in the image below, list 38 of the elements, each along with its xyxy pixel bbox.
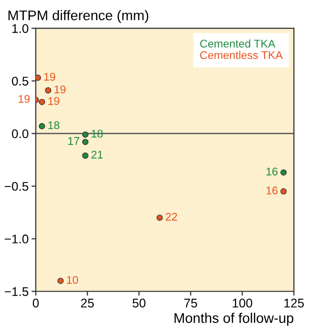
x-tick-label: 0 (32, 298, 39, 308)
y-tick-label: 0.5 (12, 76, 28, 86)
x-tick-label: 25 (81, 298, 94, 308)
x-tick-label: 75 (184, 298, 198, 308)
annotation: 19 (18, 94, 30, 103)
y-tick-label: 1.0 (12, 24, 28, 33)
point (38, 98, 46, 106)
point (45, 87, 52, 94)
point (82, 152, 88, 159)
point (82, 131, 88, 138)
annotation: 18 (48, 121, 60, 130)
annotation: 19 (54, 86, 66, 94)
annotation: 10 (66, 276, 78, 284)
point (82, 138, 88, 146)
x-tick-label: 100 (232, 298, 252, 308)
annotation: 17 (68, 137, 80, 145)
y-tick-label: −0.5 (4, 182, 28, 191)
x-tick-label: 125 (284, 298, 304, 308)
y-tick-label: 0.0 (12, 129, 28, 138)
y-tick-label: −1.5 (4, 287, 28, 296)
point (156, 214, 163, 221)
text: Cemented TKA (200, 39, 276, 48)
point (38, 123, 46, 130)
annotation: 16 (266, 186, 278, 194)
annotation: 19 (48, 97, 60, 105)
point (280, 169, 287, 176)
x-tick-label: 50 (132, 298, 146, 308)
annotation: 19 (44, 72, 56, 81)
annotation: 22 (166, 212, 178, 221)
annotation: 16 (266, 168, 278, 176)
annotation: 21 (91, 150, 103, 159)
text: Cementless TKA (200, 50, 283, 60)
point (57, 278, 64, 284)
y-axis-title: MTPM difference (mm) (8, 10, 148, 24)
point (36, 74, 41, 81)
x-axis-title: Months of follow-up (174, 312, 294, 326)
y-tick-label: −1.0 (4, 234, 28, 244)
point (280, 188, 287, 195)
